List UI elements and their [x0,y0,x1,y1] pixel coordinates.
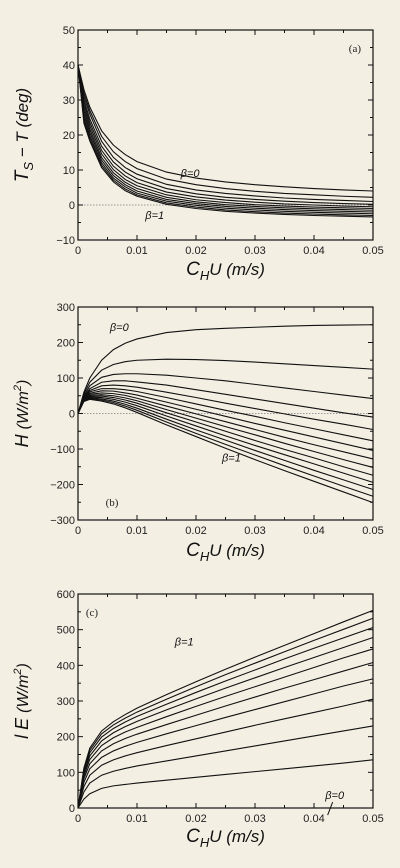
series-annotation: β=1 [221,452,241,464]
y-tick-label: 0 [69,409,75,421]
y-tick-label: 100 [57,767,75,779]
series-line-14 [77,398,374,504]
series-line-8 [77,627,374,809]
series-line-9 [77,617,374,809]
series-line-11 [77,64,374,218]
y-tick-label: 0 [69,200,75,212]
series-line-10 [77,609,374,809]
x-tick-label: 0.02 [185,245,206,257]
series-line-7 [77,390,374,451]
y-tick-label: 100 [57,373,75,385]
y-tick-label: 300 [57,696,75,708]
series-line-7 [77,64,374,211]
x-tick-label: 0.04 [303,813,324,825]
x-tick-label: 0.01 [126,245,147,257]
y-axis-label: TS − T (deg) [12,88,36,182]
x-axis-label: CHU (m/s) [186,826,265,850]
series-line-2 [77,64,374,198]
series-line-5 [77,661,374,809]
plot-frame [77,593,374,809]
x-tick-label: 0 [75,525,81,537]
series-line-8 [77,392,374,460]
x-tick-label: 0.01 [126,525,147,537]
series-line-6 [77,648,374,809]
x-tick-label: 0.01 [126,813,147,825]
series-annotation: β=1 [144,210,164,222]
series-line-11 [77,396,374,483]
series-line-3 [77,373,374,414]
series-line-9 [77,394,374,468]
series-line-8 [77,64,374,213]
y-tick-label: 300 [57,302,75,314]
panel-tag: (b) [106,497,119,509]
panel-tag: (a) [349,43,362,55]
y-tick-label: 400 [57,660,75,672]
y-tick-label: 600 [57,589,75,601]
x-tick-label: 0.02 [185,525,206,537]
series-line-6 [77,388,374,442]
annotation-arrow [327,801,334,816]
x-tick-label: 0.03 [244,813,265,825]
series-line-4 [77,64,374,205]
series-line-10 [77,64,374,217]
series-line-13 [77,398,374,497]
x-axis-label: CHU (m/s) [186,259,265,283]
y-tick-label: 200 [57,732,75,744]
y-tick-label: −200 [50,480,75,492]
y-tick-label: −100 [50,444,75,456]
x-tick-label: 0.05 [362,245,383,257]
x-tick-label: 0.04 [303,245,324,257]
y-tick-label: −10 [56,235,75,247]
series-annotation: β=1 [174,637,194,649]
series-line-1 [77,64,374,192]
series-line-10 [77,395,374,476]
x-tick-label: 0 [75,813,81,825]
series-line-5 [77,384,374,431]
series-annotation: β=0 [180,168,201,180]
y-tick-label: 50 [63,25,75,37]
x-tick-label: 0.03 [244,525,265,537]
series-line-4 [77,380,374,418]
chart-panel-a: 0 0.01 0.02 0.03 0.04 0.05−1001020304050(a)β=… [12,25,384,283]
y-tick-label: −300 [50,515,75,527]
y-tick-label: 0 [69,803,75,815]
series-line-9 [77,64,374,215]
series-line-7 [77,636,374,809]
x-tick-label: 0.05 [362,813,383,825]
series-annotation: β=0 [324,790,345,802]
series-line-3 [77,698,374,809]
x-axis-label: CHU (m/s) [186,540,265,564]
y-tick-label: 20 [63,130,75,142]
chart-panel-c: 0 0.01 0.02 0.03 0.04 0.05 0 100 200 300 400 500 600… [12,589,384,850]
panel-tag: (c) [86,607,99,619]
series-line-1 [77,324,374,414]
series-line-6 [77,64,374,210]
series-line-12 [77,397,374,490]
x-tick-label: 0.04 [303,525,324,537]
x-tick-label: 0.02 [185,813,206,825]
x-tick-label: 0 [75,245,81,257]
series-line-2 [77,725,374,809]
series-annotation: β=0 [109,322,130,334]
series-line-1 [77,759,374,809]
x-tick-label: 0.03 [244,245,265,257]
y-axis-label: l E (W/m2) [12,663,32,739]
series-line-3 [77,64,374,203]
series-line-4 [77,678,374,809]
series-line-2 [77,358,374,414]
y-axis-label: H (W/m2) [12,380,32,448]
y-tick-label: 200 [57,338,75,350]
y-tick-label: 40 [63,60,75,72]
y-tick-label: 30 [63,95,75,107]
y-tick-label: 500 [57,625,75,637]
series-line-5 [77,64,374,208]
chart-panel-b: 0 0.01 0.02 0.03 0.04 0.05 −300 −200 −100 0 100 200… [12,302,384,564]
y-tick-label: 10 [63,165,75,177]
x-tick-label: 0.05 [362,525,383,537]
